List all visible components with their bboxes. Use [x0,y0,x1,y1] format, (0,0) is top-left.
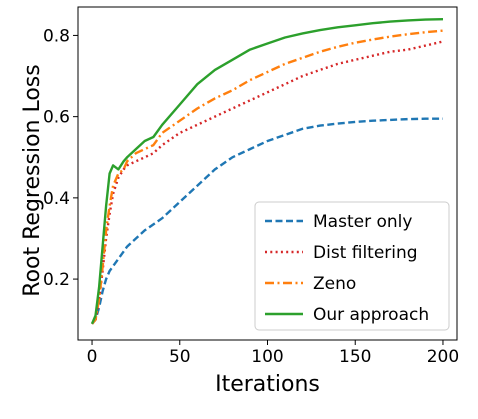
x-tick-label: 200 [427,347,459,367]
series-layer [90,18,444,325]
legend-label: Dist filtering [313,243,418,263]
y-tick-label: 0.4 [43,189,70,209]
x-tick-label: 150 [339,347,371,367]
y-tick-label: 0.2 [43,270,70,290]
legend: Master only Dist filtering Zeno Our approac… [254,201,450,331]
y-axis-title: Root Regression Loss [20,64,45,296]
axes-layer: 0 50 100 150 200 0.2 0.4 0.6 0.8 [43,6,459,367]
x-tick-label: 100 [251,347,283,367]
x-tick-label: 50 [169,347,191,367]
legend-label: Master only [313,212,412,232]
x-tick-label: 0 [87,347,98,367]
series-line-zeno [91,29,444,325]
x-axis-title: Iterations [215,372,320,397]
y-tick-label: 0.6 [43,108,70,128]
legend-label: Our approach [313,305,429,325]
series-line-master-only [91,117,443,325]
legend-box [254,201,450,331]
legend-label: Zeno [313,274,356,294]
series-line-dist-filtering [91,40,444,325]
series-line-our-approach [90,18,444,325]
y-tick-label: 0.8 [43,26,70,46]
